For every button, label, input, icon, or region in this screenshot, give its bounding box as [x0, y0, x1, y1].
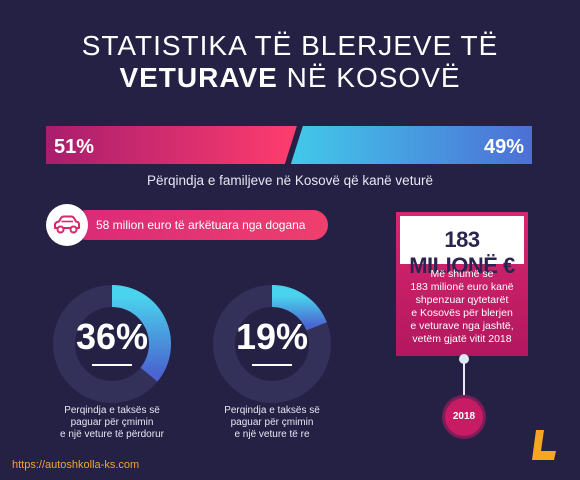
caption-line: e një veture të përdorur	[60, 429, 164, 440]
donut-used-car-ring	[53, 285, 171, 403]
page-title-rest: NË KOSOVË	[277, 62, 461, 93]
spending-box: 183 MILIONË € Më shumë se 183 milionë eu…	[396, 212, 528, 356]
timeline-dot	[459, 354, 469, 364]
year-label: 2018	[452, 411, 476, 422]
page-title-line2: VETURAVE NË KOSOVË	[0, 62, 580, 94]
customs-stat-text: 58 milion euro të arkëtuara nga dogana	[96, 218, 306, 232]
bar-segment-49	[290, 126, 532, 164]
caption-line: Perqindja e taksës së	[64, 405, 160, 416]
donut-caption-new: Perqindja e taksës së paguar për çmimin …	[197, 405, 347, 441]
donut-new-car: 19%	[204, 284, 340, 404]
description-line: vetëm gjatë vitit 2018	[412, 333, 512, 345]
description-line: Më shumë se	[430, 268, 494, 280]
year-badge: 2018	[445, 398, 483, 436]
car-icon	[54, 215, 80, 234]
donut-arc-19	[271, 285, 327, 331]
donut-caption-used: Perqindja e taksës së paguar për çmimin …	[37, 405, 187, 441]
donut-arc-36	[111, 285, 171, 382]
page-title-bold: VETURAVE	[119, 62, 278, 93]
bar-label-49: 49%	[484, 136, 524, 158]
customs-stat-pill: 58 milion euro të arkëtuara nga dogana	[72, 210, 328, 240]
donut-used-car: 36%	[44, 284, 180, 404]
caption-line: paguar për çmimin	[70, 417, 154, 428]
donut-value-36: 36%	[75, 316, 149, 357]
spending-amount-panel: 183 MILIONË €	[400, 216, 524, 278]
bar-segment-51	[46, 126, 297, 164]
caption-line: e një veture të re	[234, 429, 310, 440]
description-line: e veturave nga jashtë,	[410, 320, 514, 332]
page-title-line1: STATISTIKA TË BLERJEVE TË	[81, 30, 499, 61]
car-ownership-split-bar: 51% 49%	[46, 126, 532, 164]
description-line: 183 milionë euro kanë	[410, 281, 514, 293]
donut-new-car-ring	[213, 285, 331, 403]
spending-description: Më shumë se 183 milionë euro kanë shpenz…	[400, 268, 524, 346]
bar-caption: Përqindja e familjeve në Kosovë që kanë …	[147, 173, 433, 188]
caption-line: Perqindja e taksës së	[224, 405, 320, 416]
bar-label-51: 51%	[54, 136, 94, 158]
car-icon-circle	[46, 204, 88, 246]
website-url[interactable]: https://autoshkolla-ks.com	[12, 459, 140, 471]
donut-value-19: 19%	[235, 316, 309, 357]
L-logo-icon	[532, 430, 556, 460]
timeline-stem	[463, 356, 465, 396]
caption-line: paguar për çmimin	[230, 417, 314, 428]
spending-amount: 183 MILIONË €	[409, 227, 515, 278]
description-line: shpenzuar qytetarët	[415, 294, 509, 306]
donut-divider	[92, 364, 132, 366]
description-line: e Kosovës për blerjen	[411, 307, 513, 319]
donut-divider	[252, 364, 292, 366]
